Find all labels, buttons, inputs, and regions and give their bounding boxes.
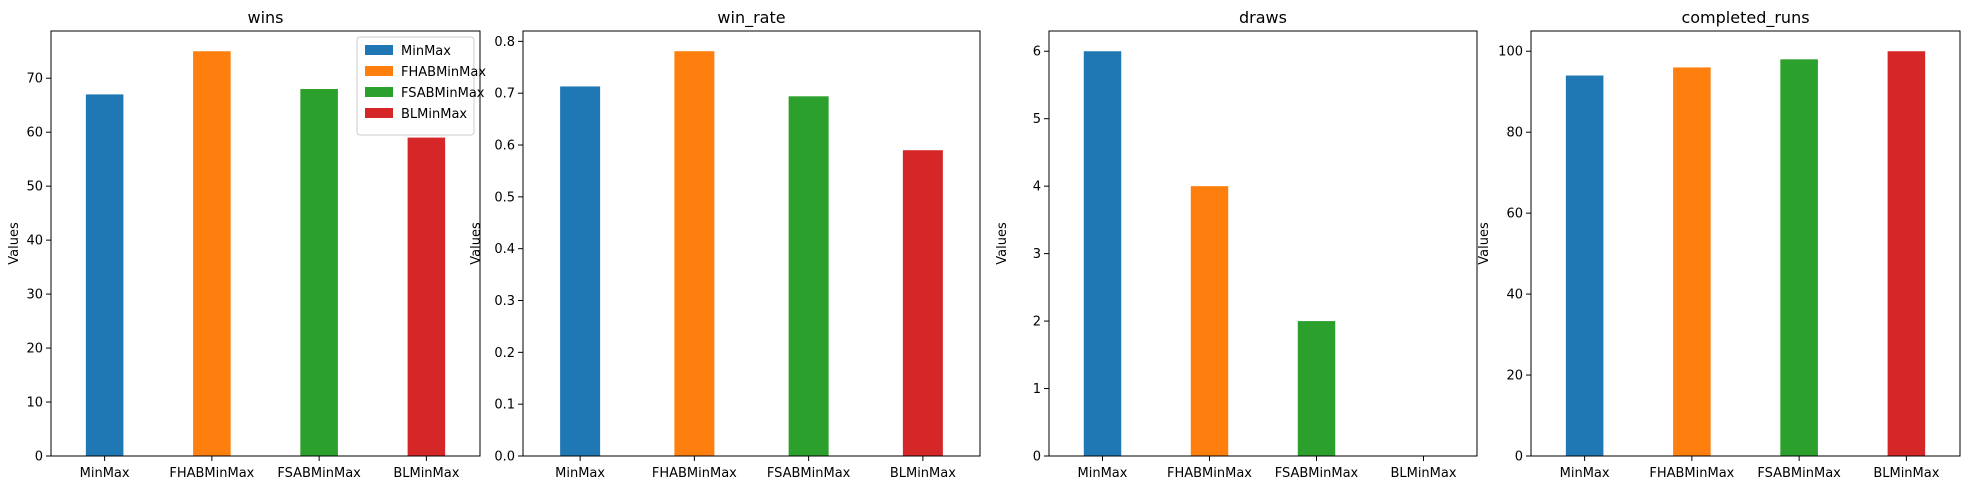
bar-fsabminmax	[1780, 59, 1818, 456]
x-tick-label: MinMax	[555, 466, 605, 481]
y-tick-label: 0.3	[494, 294, 515, 309]
y-axis-label: Values	[7, 222, 22, 265]
y-axis-label: Values	[469, 222, 484, 265]
bar-fhabminmax	[674, 51, 715, 457]
y-tick-label: 3	[1033, 247, 1041, 262]
legend-swatch-blminmax	[365, 108, 393, 118]
y-tick-label: 20	[26, 342, 43, 357]
y-tick-label: 30	[26, 288, 43, 303]
y-tick-label: 0	[35, 450, 43, 465]
legend-label-fhabminmax: FHABMinMax	[401, 65, 486, 80]
legend-label-fsabminmax: FSABMinMax	[401, 86, 485, 101]
y-tick-label: 0	[1033, 450, 1041, 465]
x-tick-label: FSABMinMax	[767, 466, 851, 481]
bar-minmax	[85, 94, 124, 456]
chart-panel-wins: MinMax FHABMinMax FSABMinMax BLMinMax 0 10 20 3…	[7, 8, 486, 481]
legend-label-minmax: MinMax	[401, 44, 451, 59]
bar-minmax	[1565, 75, 1604, 457]
legend-swatch-fsabminmax	[365, 87, 393, 97]
y-tick-label: 1	[1033, 382, 1041, 397]
y-tick-label: 0.4	[494, 242, 515, 257]
plot-frame	[1048, 30, 1478, 457]
x-tick-label: BLMinMax	[1390, 466, 1456, 481]
x-tick-label: FHABMinMax	[1649, 466, 1734, 481]
y-axis-label: Values	[995, 222, 1010, 265]
plot-frame	[50, 30, 481, 457]
x-tick-label: FHABMinMax	[1167, 466, 1252, 481]
legend-swatch-minmax	[365, 45, 393, 55]
y-tick-label: 20	[1506, 369, 1523, 384]
x-tick-label: FSABMinMax	[277, 466, 361, 481]
y-tick-label: 0.2	[494, 346, 515, 361]
legend-label-blminmax: BLMinMax	[401, 107, 467, 122]
bar-fhabminmax	[1190, 186, 1229, 456]
y-tick-label: 10	[26, 396, 43, 411]
y-tick-label: 60	[26, 126, 43, 141]
y-tick-label: 0.8	[494, 35, 515, 50]
chart-title: wins	[247, 8, 283, 27]
x-tick-label: MinMax	[80, 466, 130, 481]
y-tick-label: 0	[1515, 450, 1523, 465]
plot-frame	[522, 30, 981, 457]
x-tick-label: MinMax	[1560, 466, 1610, 481]
y-tick-label: 0.1	[494, 398, 515, 413]
x-tick-label: FHABMinMax	[169, 466, 254, 481]
y-tick-label: 40	[1506, 288, 1523, 303]
bar-fsabminmax	[300, 89, 338, 457]
bar-fhabminmax	[1673, 67, 1711, 457]
plot-frame	[1530, 30, 1961, 457]
y-tick-label: 0.7	[494, 87, 515, 102]
y-tick-label: 100	[1498, 45, 1523, 60]
legend-swatch-fhabminmax	[365, 66, 393, 76]
bar-blminmax	[407, 137, 446, 456]
y-tick-label: 0.0	[494, 450, 515, 465]
x-tick-label: BLMinMax	[393, 466, 459, 481]
chart-panel-completed-runs: MinMax FHABMinMax FSABMinMax BLMinMax 0 20 40 6…	[1477, 8, 1961, 481]
bar-fhabminmax	[193, 51, 231, 457]
y-tick-label: 4	[1033, 180, 1041, 195]
y-tick-label: 0.5	[494, 190, 515, 205]
y-axis-label: Values	[1477, 222, 1492, 265]
chart-panel-draws: MinMax FHABMinMax FSABMinMax BLMinMax 0 1 2 3 4 5…	[995, 8, 1478, 481]
chart-title: completed_runs	[1681, 8, 1809, 28]
y-tick-label: 40	[26, 234, 43, 249]
y-tick-label: 2	[1033, 315, 1041, 330]
y-tick-label: 80	[1506, 126, 1523, 141]
y-tick-label: 0.6	[494, 139, 515, 154]
y-tick-label: 6	[1033, 45, 1041, 60]
chart-panel-win-rate: MinMax FHABMinMax FSABMinMax BLMinMax 0.0 0.1…	[469, 8, 981, 481]
legend: MinMax FHABMinMax FSABMinMax BLMinMax	[356, 36, 486, 136]
bar-fsabminmax	[1297, 321, 1336, 456]
x-tick-label: BLMinMax	[890, 466, 956, 481]
y-tick-label: 50	[26, 180, 43, 195]
bar-blminmax	[1887, 51, 1926, 457]
bar-minmax	[560, 86, 601, 457]
chart-title: draws	[1239, 8, 1287, 27]
bar-minmax	[1083, 51, 1122, 457]
bar-fsabminmax	[788, 96, 829, 457]
x-tick-label: MinMax	[1078, 466, 1128, 481]
y-tick-label: 70	[26, 72, 43, 87]
chart-title: win_rate	[717, 8, 785, 28]
bar-blminmax	[902, 150, 943, 456]
x-tick-label: BLMinMax	[1873, 466, 1939, 481]
x-tick-label: FSABMinMax	[1275, 466, 1359, 481]
y-tick-label: 5	[1033, 112, 1041, 127]
x-tick-label: FSABMinMax	[1757, 466, 1841, 481]
y-tick-label: 60	[1506, 207, 1523, 222]
x-tick-label: FHABMinMax	[652, 466, 737, 481]
